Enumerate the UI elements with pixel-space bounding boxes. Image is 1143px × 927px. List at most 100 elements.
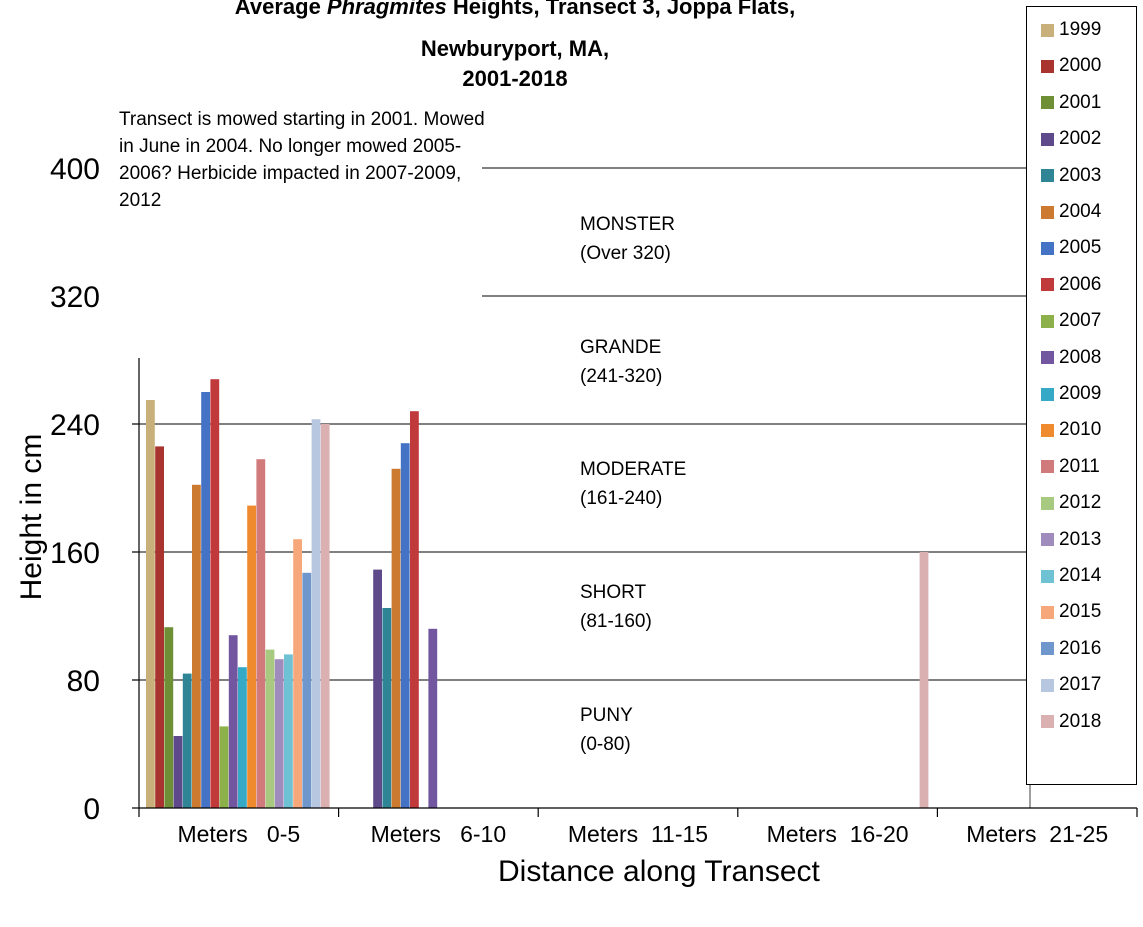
legend-item: 2010 [1041, 418, 1101, 442]
zone-label-puny: PUNY (0-80) [580, 701, 633, 759]
legend-label: 2009 [1059, 383, 1102, 404]
zone-range: (161-240) [580, 488, 663, 509]
legend-swatch [1041, 96, 1054, 110]
legend-label: 2010 [1059, 419, 1102, 441]
zone-name: MONSTER [580, 214, 675, 235]
bar [265, 649, 275, 808]
zone-label-moderate: MODERATE (161-240) [580, 455, 686, 513]
bars [146, 379, 929, 808]
bar [373, 569, 382, 808]
bar [210, 379, 220, 808]
bar [201, 392, 210, 808]
legend-item: 2000 [1041, 54, 1101, 78]
legend-item: 2008 [1041, 346, 1101, 370]
legend-label: 2018 [1059, 710, 1102, 732]
axes [132, 358, 1138, 817]
x-tick-label: Meters 11-15 [568, 821, 708, 847]
legend-item: 2009 [1041, 382, 1101, 406]
legend-label: 2003 [1059, 164, 1102, 186]
y-tick-label: 80 [67, 665, 100, 698]
legend-item: 2013 [1041, 528, 1101, 552]
legend-swatch [1041, 314, 1054, 328]
x-tick-labels: Meters 0-5 Meters 6-10 Meters 11-15 Meters … [177, 821, 1108, 847]
y-tick-label: 320 [50, 281, 100, 314]
y-axis-label: Height in cm [15, 433, 48, 601]
legend-label: 2001 [1059, 91, 1102, 113]
bar [155, 446, 164, 808]
legend-swatch [1041, 205, 1054, 219]
bar [311, 419, 321, 808]
legend-swatch [1041, 533, 1054, 547]
y-tick-label: 240 [50, 409, 100, 442]
bar [302, 572, 312, 808]
zone-range: (81-160) [580, 611, 652, 632]
bar [274, 659, 284, 808]
bar [284, 654, 293, 808]
legend-item: 2017 [1041, 673, 1101, 697]
legend-item: 2018 [1041, 710, 1101, 734]
x-tick-label: Meters 0-5 [177, 821, 300, 847]
y-tick-label: 400 [50, 153, 100, 186]
zone-name: MODERATE [580, 459, 687, 480]
legend-item: 2016 [1041, 637, 1101, 661]
y-tick-labels: 0 80 160 240 320 400 [50, 153, 100, 826]
legend-label: 2004 [1059, 201, 1102, 222]
legend-swatch [1041, 241, 1054, 255]
legend-swatch [1041, 569, 1054, 583]
legend-swatch [1041, 387, 1054, 401]
zone-range: (241-320) [580, 366, 663, 387]
bar [164, 627, 174, 808]
legend-label: 2000 [1059, 55, 1102, 77]
legend: 1999 2000 2001 2002 2003 2004 2005 2006 2007 2008… [1026, 6, 1137, 785]
legend-swatch [1041, 678, 1054, 692]
chart-annotation: Transect is mowed starting in 2001. Mowe… [119, 109, 485, 211]
legend-item: 2002 [1041, 127, 1101, 151]
legend-item: 1999 [1041, 18, 1101, 42]
zone-name: SHORT [580, 582, 647, 603]
legend-item: 2011 [1041, 455, 1100, 479]
legend-item: 2014 [1041, 564, 1101, 588]
legend-item: 2007 [1041, 309, 1101, 333]
bar [400, 443, 410, 808]
x-tick-label: Meters 16-20 [767, 821, 909, 847]
legend-label: 2016 [1059, 637, 1102, 659]
bar [146, 400, 155, 808]
legend-label: 2013 [1059, 528, 1102, 550]
bar [192, 484, 201, 808]
bar [382, 608, 392, 808]
legend-swatch [1041, 715, 1054, 729]
zone-name: PUNY [580, 705, 633, 726]
legend-swatch [1041, 496, 1054, 510]
bar [256, 459, 266, 808]
legend-label: 2008 [1059, 346, 1102, 368]
zone-label-short: SHORT (81-160) [580, 578, 652, 636]
y-tick-label: 0 [83, 793, 100, 826]
legend-label: 2015 [1059, 601, 1102, 623]
legend-swatch [1041, 59, 1054, 73]
legend-item: 2005 [1041, 236, 1101, 260]
legend-swatch [1041, 460, 1054, 474]
bar [919, 552, 929, 808]
legend-item: 2001 [1041, 91, 1101, 115]
legend-label: 2014 [1059, 565, 1102, 586]
legend-item: 2012 [1041, 491, 1101, 515]
legend-item: 2006 [1041, 273, 1101, 297]
chart-title-line-3: 2001-2018 [462, 66, 568, 91]
x-axis-label: Distance along Transect [498, 855, 820, 888]
legend-label: 2002 [1059, 128, 1102, 150]
legend-item: 2003 [1041, 164, 1101, 188]
legend-label: 2005 [1059, 237, 1102, 259]
legend-swatch [1041, 169, 1054, 183]
legend-swatch [1041, 423, 1054, 437]
legend-label: 2007 [1059, 310, 1102, 332]
bar [428, 628, 438, 808]
legend-item: 2004 [1041, 200, 1101, 224]
bar [182, 673, 192, 808]
legend-label: 2011 [1059, 455, 1100, 477]
zone-label-monster: MONSTER (Over 320) [580, 210, 675, 268]
x-tick-label: Meters 21-25 [966, 821, 1108, 847]
legend-swatch [1041, 23, 1054, 37]
bar [247, 505, 256, 808]
bar [173, 736, 183, 808]
legend-label: 2017 [1059, 674, 1102, 696]
